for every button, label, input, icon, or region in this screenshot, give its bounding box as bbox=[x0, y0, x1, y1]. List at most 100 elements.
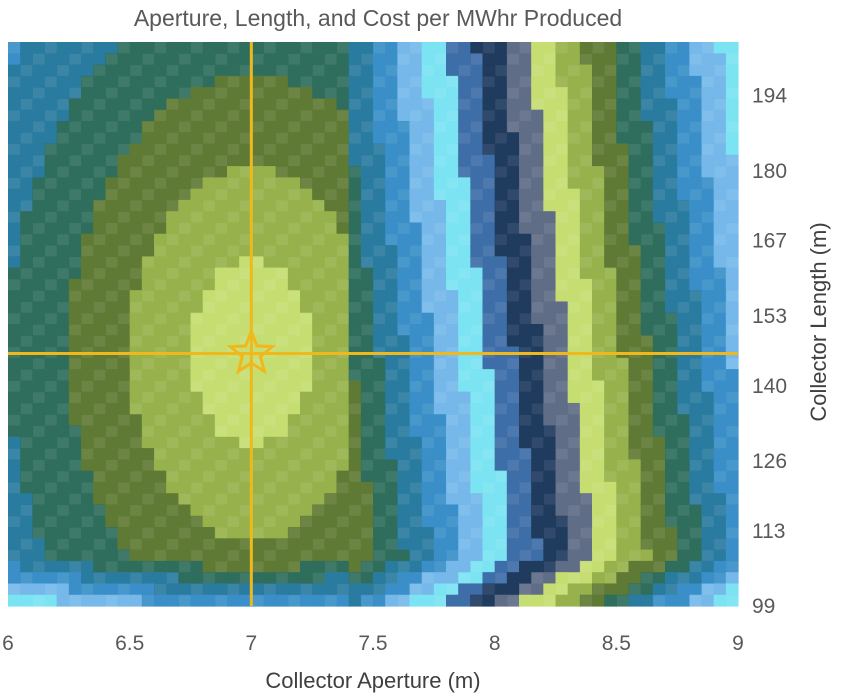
heatmap-cell bbox=[300, 436, 313, 449]
heatmap-cell bbox=[360, 132, 374, 145]
heatmap-cell bbox=[592, 222, 605, 235]
heatmap-cell bbox=[44, 222, 58, 235]
heatmap-cell bbox=[482, 132, 496, 145]
heatmap-cell bbox=[531, 64, 544, 77]
heatmap-cell bbox=[20, 132, 33, 145]
heatmap-cell bbox=[129, 42, 143, 54]
heatmap-cell bbox=[68, 527, 82, 539]
heatmap-cell bbox=[458, 143, 471, 156]
heatmap-cell bbox=[616, 87, 630, 99]
heatmap-cell bbox=[336, 515, 350, 528]
heatmap-cell bbox=[141, 436, 155, 449]
heatmap-cell bbox=[385, 278, 398, 291]
heatmap-cell bbox=[312, 132, 325, 145]
heatmap-cell bbox=[713, 143, 727, 156]
heatmap-cell bbox=[482, 594, 496, 607]
heatmap-cell bbox=[373, 459, 386, 472]
heatmap-cell bbox=[68, 290, 82, 303]
heatmap-cell bbox=[470, 211, 484, 224]
heatmap-cell bbox=[701, 188, 715, 201]
heatmap-cell bbox=[652, 391, 666, 404]
heatmap-cell bbox=[640, 177, 654, 190]
heatmap-cell bbox=[324, 143, 338, 156]
heatmap-cell bbox=[166, 402, 179, 415]
heatmap-cell bbox=[56, 583, 70, 596]
heatmap-cell bbox=[32, 538, 46, 551]
heatmap-cell bbox=[117, 211, 131, 224]
heatmap-cell bbox=[579, 166, 593, 178]
heatmap-cell bbox=[640, 301, 654, 314]
heatmap-cell bbox=[8, 493, 21, 506]
heatmap-cell bbox=[214, 572, 228, 585]
heatmap-cell bbox=[482, 481, 496, 494]
heatmap-cell bbox=[129, 414, 143, 427]
heatmap-cell bbox=[141, 493, 155, 506]
heatmap-cell bbox=[300, 594, 313, 607]
heatmap-cell bbox=[348, 369, 362, 381]
heatmap-cell bbox=[154, 75, 167, 88]
heatmap-cell bbox=[433, 132, 447, 145]
heatmap-cell bbox=[458, 278, 471, 291]
heatmap-cell bbox=[312, 527, 325, 539]
heatmap-cell bbox=[56, 391, 70, 404]
heatmap-cell bbox=[555, 301, 569, 314]
heatmap-cell bbox=[725, 166, 739, 178]
heatmap-cell bbox=[421, 335, 435, 348]
heatmap-cell bbox=[397, 154, 411, 167]
heatmap-cell bbox=[446, 357, 459, 370]
heatmap-cell bbox=[178, 459, 192, 472]
heatmap-cell bbox=[579, 109, 593, 122]
heatmap-cell bbox=[506, 594, 520, 607]
heatmap-cell bbox=[677, 301, 690, 314]
heatmap-cell bbox=[446, 470, 459, 483]
heatmap-cell bbox=[421, 222, 435, 235]
heatmap-cell bbox=[543, 120, 557, 133]
heatmap-cell bbox=[665, 481, 678, 494]
heatmap-cell bbox=[470, 504, 484, 517]
heatmap-cell bbox=[68, 504, 82, 517]
heatmap-cell bbox=[300, 583, 313, 596]
heatmap-cell bbox=[312, 166, 325, 178]
heatmap-cell bbox=[93, 402, 106, 415]
heatmap-cell bbox=[531, 109, 544, 122]
heatmap-cell bbox=[8, 527, 21, 539]
heatmap-cell bbox=[470, 493, 484, 506]
heatmap-cell bbox=[433, 402, 447, 415]
heatmap-cell bbox=[470, 549, 484, 562]
heatmap-cell bbox=[20, 572, 33, 585]
heatmap-cell bbox=[458, 504, 471, 517]
heatmap-cell bbox=[117, 177, 131, 190]
heatmap-cell bbox=[592, 436, 605, 449]
heatmap-cell bbox=[592, 245, 605, 257]
heatmap-cell bbox=[32, 132, 46, 145]
heatmap-cell bbox=[190, 132, 204, 145]
heatmap-cell bbox=[385, 414, 398, 427]
heatmap-cell bbox=[519, 493, 532, 506]
heatmap-cell bbox=[482, 256, 496, 269]
heatmap-cell bbox=[251, 538, 265, 551]
heatmap-cell bbox=[93, 481, 106, 494]
heatmap-cell bbox=[312, 515, 325, 528]
heatmap-cell bbox=[105, 42, 119, 54]
heatmap-cell bbox=[494, 560, 508, 573]
heatmap-cell bbox=[312, 199, 325, 212]
heatmap-cell bbox=[32, 459, 46, 472]
heatmap-cell bbox=[360, 369, 374, 381]
heatmap-cell bbox=[579, 515, 593, 528]
heatmap-cell bbox=[56, 402, 70, 415]
heatmap-cell bbox=[494, 572, 508, 585]
heatmap-cell bbox=[227, 177, 240, 190]
heatmap-cell bbox=[555, 211, 569, 224]
heatmap-cell bbox=[470, 222, 484, 235]
heatmap-cell bbox=[665, 324, 678, 336]
heatmap-cell bbox=[263, 436, 277, 449]
heatmap-cell bbox=[324, 245, 338, 257]
heatmap-cell bbox=[421, 132, 435, 145]
heatmap-cell bbox=[56, 267, 70, 280]
heatmap-cell bbox=[531, 572, 544, 585]
heatmap-cell bbox=[628, 324, 642, 336]
heatmap-cell bbox=[81, 470, 94, 483]
heatmap-cell bbox=[652, 75, 666, 88]
heatmap-cell bbox=[117, 98, 131, 111]
heatmap-cell bbox=[214, 64, 228, 77]
